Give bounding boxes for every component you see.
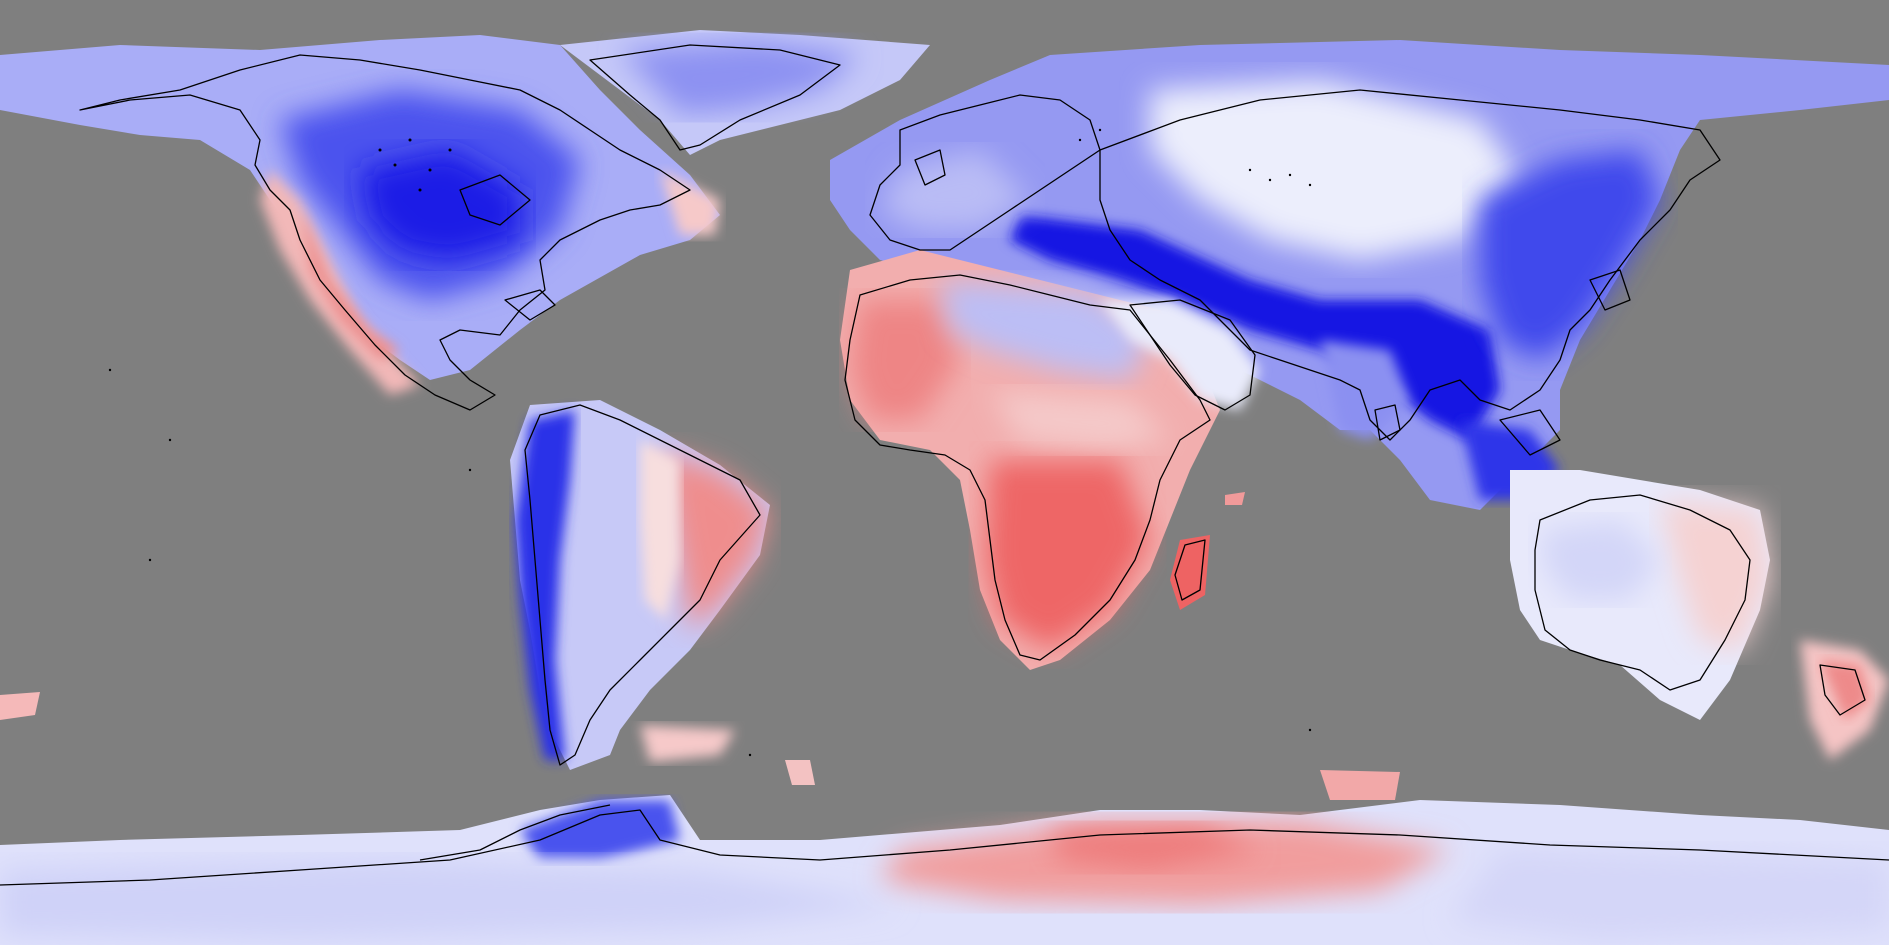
greenland-field <box>560 30 930 155</box>
antarctica-field <box>0 795 1889 945</box>
lake-dots <box>108 128 1312 757</box>
islands-field <box>0 692 1400 800</box>
australia-field <box>1510 470 1889 760</box>
coastlines <box>0 44 1889 886</box>
middle-east-field <box>1100 300 1260 410</box>
eurasia-field <box>830 40 1889 510</box>
